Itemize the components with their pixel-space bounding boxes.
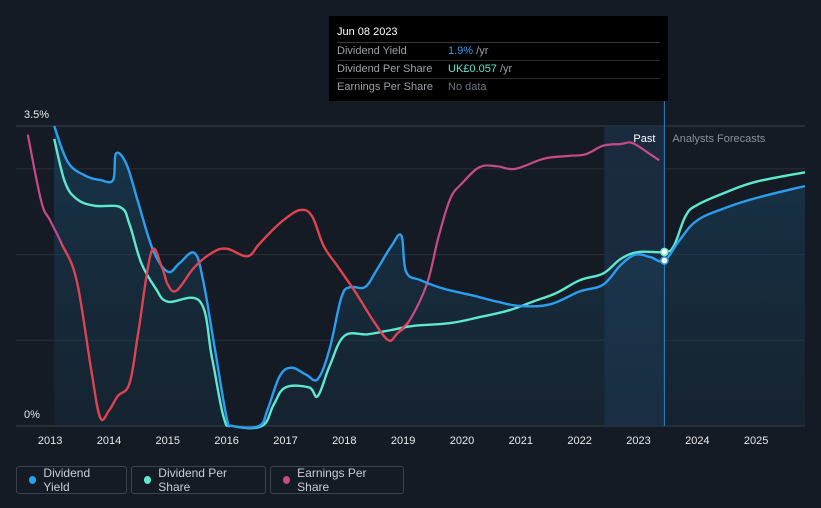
x-axis-tick-label: 2025 bbox=[744, 435, 768, 447]
cursor-point-marker bbox=[660, 256, 669, 265]
tooltip-unit: /yr bbox=[496, 63, 513, 75]
x-axis-tick-label: 2013 bbox=[38, 435, 62, 447]
legend-label: Dividend Yield bbox=[43, 466, 91, 494]
legend-dividend-yield[interactable]: Dividend Yield bbox=[16, 466, 127, 494]
x-axis-tick-label: 2018 bbox=[332, 435, 356, 447]
y-axis-top-label: 3.5% bbox=[24, 109, 49, 121]
x-axis-tick-label: 2017 bbox=[273, 435, 297, 447]
tooltip-label: Dividend Yield bbox=[337, 45, 407, 57]
dividend-per-share-line bbox=[53, 138, 806, 430]
legend-dot-icon bbox=[29, 476, 37, 484]
dividend-chart: 3.5% 0% 2013 2014 2015 2016 2017 2018 2019 2020 20… bbox=[16, 100, 806, 447]
legend-label: Dividend Per Share bbox=[158, 466, 227, 494]
tooltip: Jun 08 2023 Dividend Yield 1.9% /yr Divi… bbox=[329, 16, 668, 101]
x-axis-tick-label: 2021 bbox=[509, 435, 533, 447]
x-axis-tick-label: 2016 bbox=[214, 435, 238, 447]
dividend-yield-line bbox=[53, 125, 806, 429]
legend-earnings-per-share[interactable]: Earnings Per Share bbox=[270, 466, 404, 494]
tooltip-row-dividend-per-share: Dividend Per Share UK£0.057 /yr bbox=[337, 61, 660, 79]
cursor-point-marker bbox=[660, 247, 669, 257]
tooltip-value: 1.9% bbox=[448, 45, 474, 57]
x-axis-tick-label: 2022 bbox=[567, 435, 591, 447]
tooltip-row-earnings-per-share: Earnings Per Share No data bbox=[337, 79, 660, 96]
legend-label: Earnings Per Share bbox=[297, 466, 367, 494]
tooltip-value: No data bbox=[448, 81, 487, 93]
legend-dot-icon bbox=[283, 476, 291, 484]
tooltip-value: UK£0.057 bbox=[448, 63, 497, 75]
tooltip-date: Jun 08 2023 bbox=[337, 24, 660, 43]
y-axis-bottom-label: 0% bbox=[24, 409, 40, 421]
x-axis-tick-label: 2019 bbox=[391, 435, 415, 447]
x-axis-tick-label: 2015 bbox=[156, 435, 180, 447]
x-axis-tick-label: 2024 bbox=[685, 435, 709, 447]
tooltip-label: Dividend Per Share bbox=[337, 63, 433, 75]
x-axis-tick-label: 2020 bbox=[450, 435, 474, 447]
x-axis-tick-label: 2023 bbox=[626, 435, 650, 447]
x-axis-tick-label: 2014 bbox=[97, 435, 121, 447]
tooltip-row-dividend-yield: Dividend Yield 1.9% /yr bbox=[337, 43, 660, 61]
dividend-yield-area bbox=[54, 126, 805, 428]
tooltip-label: Earnings Per Share bbox=[337, 81, 433, 93]
past-label: Past bbox=[633, 133, 655, 145]
legend-dot-icon bbox=[144, 476, 152, 484]
earnings-per-share-decline-segment bbox=[60, 208, 410, 422]
tooltip-unit: /yr bbox=[473, 45, 489, 57]
legend-dividend-per-share[interactable]: Dividend Per Share bbox=[131, 466, 266, 494]
forecast-label: Analysts Forecasts bbox=[672, 133, 765, 145]
